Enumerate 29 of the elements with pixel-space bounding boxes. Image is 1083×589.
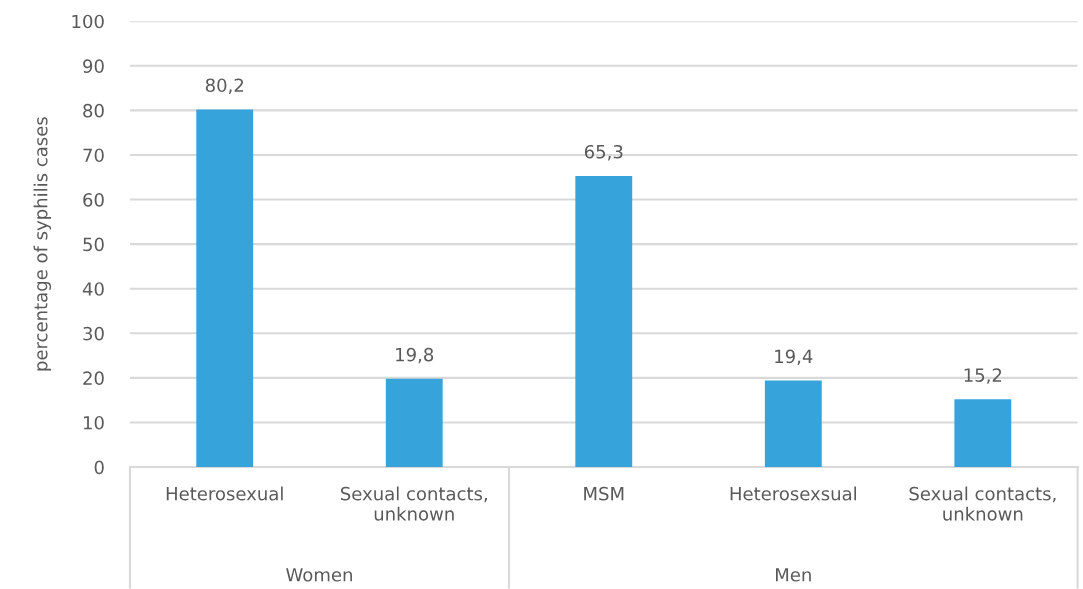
bar bbox=[954, 399, 1012, 468]
bar bbox=[764, 380, 822, 468]
x-tick-label: Sexual contacts, unknown bbox=[340, 486, 487, 521]
data-label: 19,8 bbox=[396, 347, 434, 364]
y-tick-label: 100 bbox=[72, 14, 104, 29]
data-label: 65,3 bbox=[584, 144, 623, 161]
y-tick-label: 80 bbox=[83, 103, 104, 118]
y-tick-label: 30 bbox=[83, 326, 104, 341]
y-axis-title: percentage of syphilis cases bbox=[33, 117, 52, 371]
data-label: 15,2 bbox=[964, 368, 1002, 384]
bar bbox=[385, 378, 443, 468]
y-tick-label: 90 bbox=[83, 59, 104, 73]
bar bbox=[196, 109, 254, 468]
y-tick-label: 50 bbox=[83, 237, 104, 252]
y-tick-label: 70 bbox=[83, 148, 104, 163]
bar bbox=[575, 175, 633, 468]
y-tick-label: 10 bbox=[83, 415, 104, 430]
x-tick-label: Sexual contacts, unknown bbox=[909, 486, 1056, 521]
y-tick-label: 20 bbox=[83, 371, 104, 386]
x-tick-label: Heterosexsual bbox=[730, 486, 856, 501]
data-label: 80,2 bbox=[205, 78, 244, 94]
data-label: 19,4 bbox=[775, 349, 813, 366]
text: Men bbox=[776, 568, 811, 582]
y-tick-label: 0 bbox=[94, 460, 104, 475]
y-tick-label: 40 bbox=[82, 282, 104, 296]
x-tick-label: MSM bbox=[584, 486, 624, 501]
y-tick-label: 60 bbox=[83, 193, 104, 207]
text: Women bbox=[286, 568, 352, 582]
x-tick-label: Heterosexual bbox=[166, 486, 283, 501]
